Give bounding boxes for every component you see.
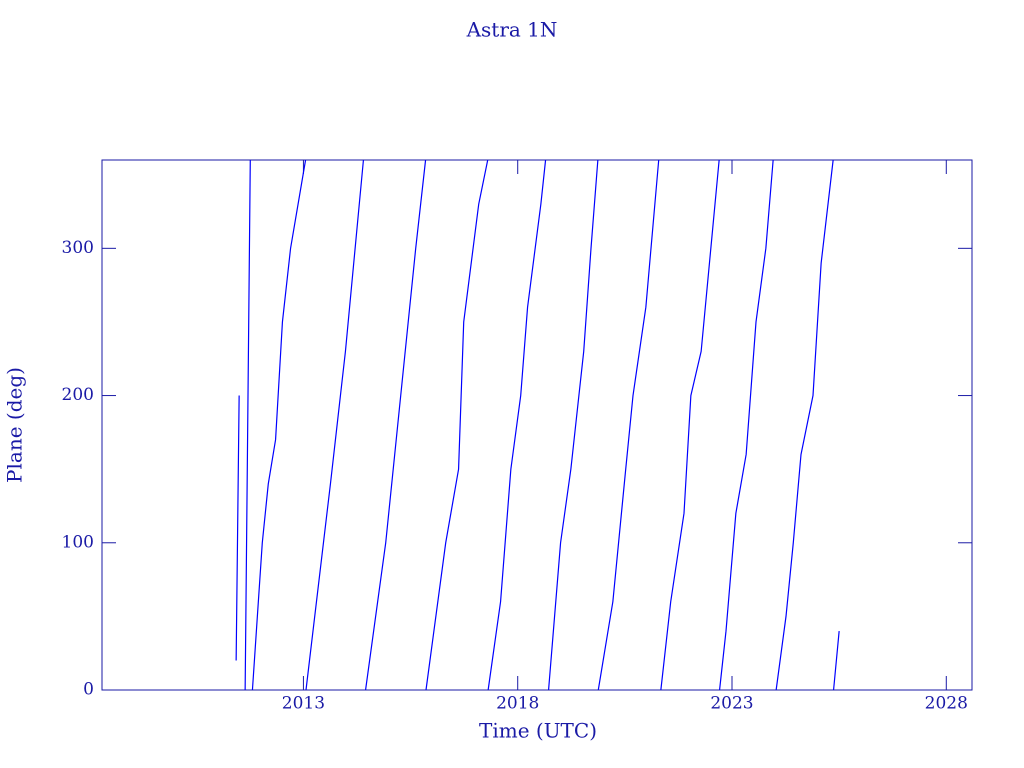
x-tick-label: 2023 bbox=[710, 694, 753, 714]
x-tick-label: 2013 bbox=[282, 694, 325, 714]
y-tick-label: 100 bbox=[62, 532, 94, 552]
y-axis-label: Plane (deg) bbox=[3, 367, 27, 483]
data-line bbox=[235, 159, 840, 691]
y-tick-label: 200 bbox=[62, 385, 94, 405]
plot-frame bbox=[101, 159, 973, 691]
x-axis-label: Time (UTC) bbox=[479, 719, 597, 743]
y-tick-label: 0 bbox=[83, 680, 94, 700]
chart-title: Astra 1N bbox=[466, 18, 558, 42]
x-tick-label: 2018 bbox=[496, 694, 539, 714]
y-tick-label: 300 bbox=[62, 238, 94, 258]
x-tick-label: 2028 bbox=[925, 694, 968, 714]
